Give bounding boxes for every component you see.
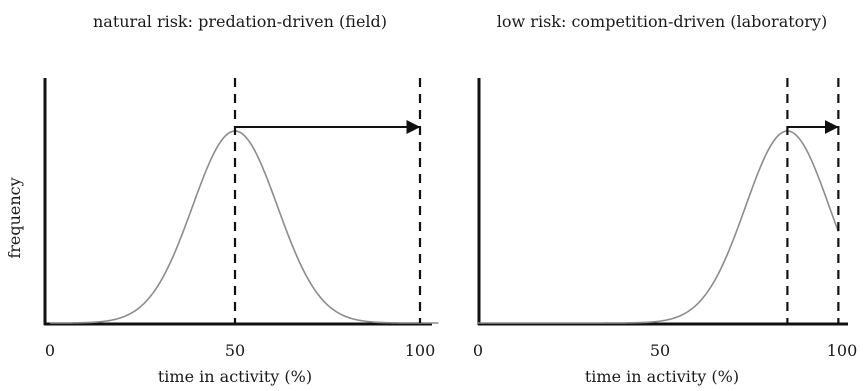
distribution-curve-laboratory [478, 130, 840, 324]
y-axis-label-field: frequency [5, 177, 24, 258]
x-tick-label-0-laboratory: 0 [473, 341, 483, 360]
distribution-curve-field [50, 130, 439, 324]
x-tick-label-50-field: 50 [225, 341, 245, 360]
panel-title-laboratory: low risk: competition-driven (laboratory… [497, 12, 827, 31]
x-tick-label-100-field: 100 [405, 341, 436, 360]
x-tick-label-0-field: 0 [45, 341, 55, 360]
panel-laboratory: low risk: competition-driven (laboratory… [473, 12, 857, 386]
panel-title-field: natural risk: predation-driven (field) [93, 12, 387, 31]
panel-field: natural risk: predation-driven (field) 0… [5, 12, 439, 386]
x-tick-label-50-laboratory: 50 [650, 341, 670, 360]
x-axis-label-field: time in activity (%) [158, 367, 312, 386]
x-tick-label-100-laboratory: 100 [827, 341, 858, 360]
x-axis-label-laboratory: time in activity (%) [585, 367, 739, 386]
